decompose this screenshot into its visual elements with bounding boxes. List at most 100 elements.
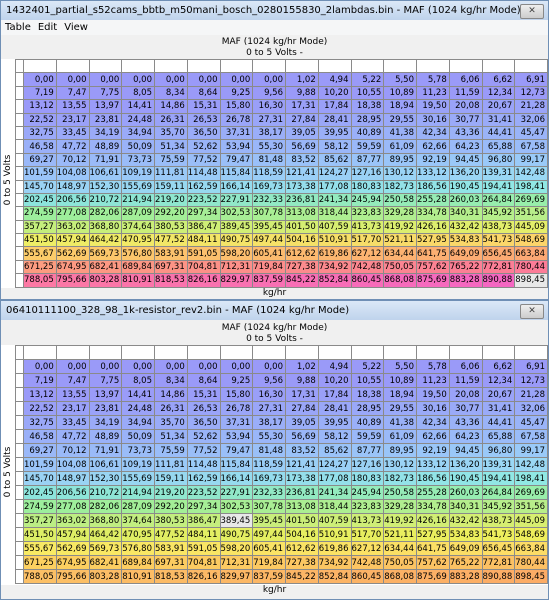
- table-cell[interactable]: 282,06: [88, 206, 123, 221]
- table-cell[interactable]: 52,62: [186, 429, 221, 444]
- table-cell[interactable]: 810,91: [121, 273, 155, 288]
- table-cell[interactable]: 697,31: [154, 555, 188, 570]
- table-cell[interactable]: 697,31: [154, 259, 188, 275]
- table-cell[interactable]: 517,70: [350, 233, 385, 248]
- table-cell[interactable]: 148,97: [55, 471, 90, 486]
- table-cell[interactable]: 87,77: [350, 152, 385, 168]
- table-cell[interactable]: 5,78: [416, 72, 450, 87]
- close-button[interactable]: ✕: [520, 304, 544, 319]
- table-cell[interactable]: 555,67: [23, 246, 57, 261]
- table-cell[interactable]: 148,97: [55, 179, 90, 194]
- table-cell[interactable]: 44,41: [481, 125, 516, 141]
- table-cell[interactable]: 389,45: [219, 219, 254, 235]
- table-cell[interactable]: 11,59: [448, 373, 483, 388]
- table-cell[interactable]: 426,16: [416, 219, 450, 235]
- table-cell[interactable]: 883,28: [448, 569, 483, 584]
- table-cell[interactable]: 70,12: [55, 152, 90, 168]
- table-cell[interactable]: 712,31: [219, 259, 254, 275]
- table-cell[interactable]: 39,05: [285, 415, 319, 430]
- table-cell[interactable]: 194,41: [481, 471, 516, 486]
- table-cell[interactable]: 79,47: [219, 152, 254, 168]
- table-cell[interactable]: 65,88: [481, 429, 516, 444]
- table-cell[interactable]: 818,53: [154, 569, 188, 584]
- table-cell[interactable]: 5,50: [383, 359, 417, 374]
- table-cell[interactable]: 32,75: [23, 125, 57, 141]
- table-cell[interactable]: 69,27: [23, 152, 57, 168]
- table-cell[interactable]: 727,38: [285, 259, 319, 275]
- table-cell[interactable]: 14,86: [154, 387, 188, 402]
- table-cell[interactable]: 619,86: [317, 246, 352, 261]
- table-cell[interactable]: 656,45: [481, 541, 516, 556]
- table-cell[interactable]: 152,30: [88, 471, 123, 486]
- table-cell[interactable]: 55,30: [252, 139, 286, 154]
- table-cell[interactable]: 860,45: [350, 569, 385, 584]
- table-cell[interactable]: 214,94: [121, 192, 155, 208]
- table-cell[interactable]: 274,59: [23, 206, 57, 221]
- table-cell[interactable]: 612,62: [285, 541, 319, 556]
- table-cell[interactable]: 6,62: [481, 72, 516, 87]
- table-cell[interactable]: 0,00: [186, 72, 221, 87]
- table-cell[interactable]: 541,73: [481, 527, 516, 542]
- table-cell[interactable]: 96,80: [481, 152, 516, 168]
- table-cell[interactable]: 548,69: [514, 527, 548, 542]
- table-cell[interactable]: 45,47: [514, 125, 548, 141]
- table-cell[interactable]: 223,52: [186, 192, 221, 208]
- table-cell[interactable]: 426,16: [416, 513, 450, 528]
- table-cell[interactable]: 12,34: [481, 373, 516, 388]
- table-cell[interactable]: 27,84: [285, 401, 319, 416]
- table-cell[interactable]: 313,08: [285, 499, 319, 514]
- table-cell[interactable]: 50,09: [121, 139, 155, 154]
- table-cell[interactable]: 8,34: [154, 85, 188, 101]
- table-cell[interactable]: 210,72: [88, 485, 123, 500]
- table-cell[interactable]: 569,73: [88, 246, 123, 261]
- table-cell[interactable]: 0,00: [23, 359, 57, 374]
- table-cell[interactable]: 829,97: [219, 273, 254, 288]
- table-cell[interactable]: 61,09: [383, 139, 417, 154]
- table-cell[interactable]: 14,41: [121, 99, 155, 114]
- table-cell[interactable]: 9,88: [285, 85, 319, 101]
- table-cell[interactable]: 345,92: [481, 206, 516, 221]
- table-cell[interactable]: 368,80: [88, 219, 123, 235]
- table-cell[interactable]: 51,34: [154, 429, 188, 444]
- table-cell[interactable]: 69,27: [23, 443, 57, 458]
- table-cell[interactable]: 152,30: [88, 179, 123, 194]
- table-cell[interactable]: 0,00: [219, 72, 254, 87]
- table-cell[interactable]: 20,67: [481, 387, 516, 402]
- table-cell[interactable]: 202,45: [23, 192, 57, 208]
- table-cell[interactable]: 139,31: [481, 166, 516, 181]
- table-cell[interactable]: 40,89: [350, 415, 385, 430]
- table-cell[interactable]: 329,28: [383, 206, 417, 221]
- table-cell[interactable]: 0,00: [88, 72, 123, 87]
- table-cell[interactable]: 26,53: [186, 401, 221, 416]
- table-cell[interactable]: 136,20: [448, 166, 483, 181]
- table-cell[interactable]: 250,58: [383, 485, 417, 500]
- table-cell[interactable]: 10,89: [383, 85, 417, 101]
- table-cell[interactable]: 13,97: [88, 387, 123, 402]
- table-cell[interactable]: 517,70: [350, 527, 385, 542]
- table-cell[interactable]: 46,58: [23, 429, 57, 444]
- table-cell[interactable]: 5,22: [350, 72, 385, 87]
- table-cell[interactable]: 23,17: [55, 401, 90, 416]
- table-cell[interactable]: 340,31: [448, 499, 483, 514]
- table-cell[interactable]: 31,41: [481, 401, 516, 416]
- table-cell[interactable]: 13,12: [23, 387, 57, 402]
- table-cell[interactable]: 12,73: [514, 373, 548, 388]
- table-cell[interactable]: 875,69: [416, 273, 450, 288]
- table-cell[interactable]: 649,09: [448, 541, 483, 556]
- table-cell[interactable]: 20,08: [448, 99, 483, 114]
- table-cell[interactable]: 576,80: [121, 541, 155, 556]
- table-cell[interactable]: 11,23: [416, 85, 450, 101]
- table-cell[interactable]: 73,73: [121, 443, 155, 458]
- table-cell[interactable]: 534,83: [448, 233, 483, 248]
- table-cell[interactable]: 734,92: [317, 259, 352, 275]
- table-cell[interactable]: 33,45: [55, 415, 90, 430]
- table-cell[interactable]: 634,44: [383, 541, 417, 556]
- table-cell[interactable]: 37,31: [219, 415, 254, 430]
- table-cell[interactable]: 59,59: [350, 139, 385, 154]
- table-cell[interactable]: 28,41: [317, 401, 352, 416]
- table-cell[interactable]: 15,31: [186, 99, 221, 114]
- table-cell[interactable]: 10,20: [317, 85, 352, 101]
- table-cell[interactable]: 22,52: [23, 112, 57, 127]
- table-cell[interactable]: 4,94: [317, 359, 352, 374]
- table-cell[interactable]: 826,16: [186, 273, 221, 288]
